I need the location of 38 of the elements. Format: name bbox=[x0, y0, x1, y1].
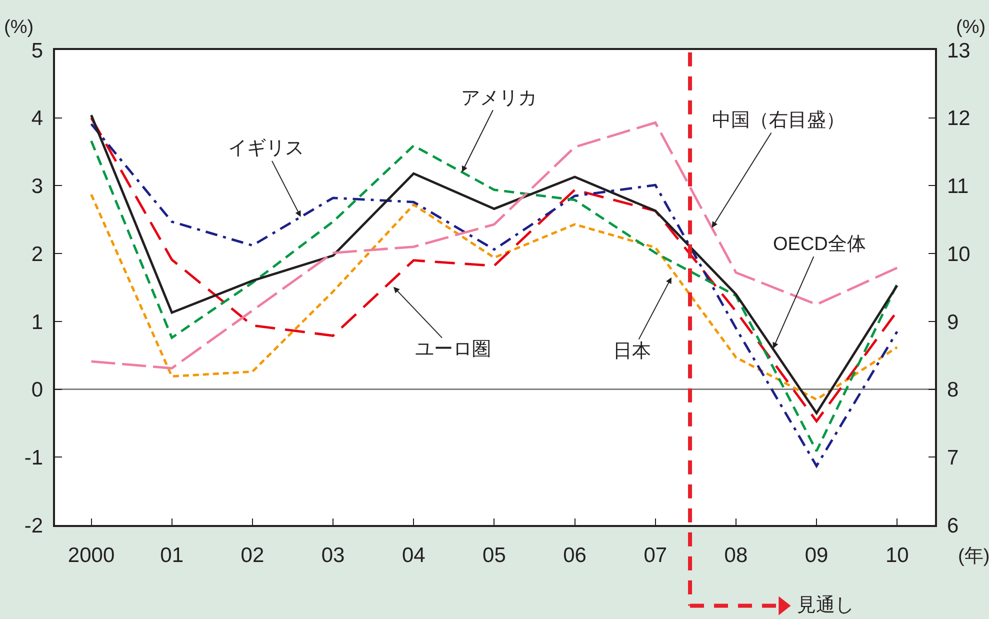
y2-tick-label: 11 bbox=[946, 175, 969, 198]
y-tick-label: 1 bbox=[31, 310, 44, 334]
y-axis-title: (%) bbox=[4, 17, 34, 38]
x-tick-label: 10 bbox=[885, 544, 909, 567]
line-series bbox=[90, 193, 898, 401]
x-tick-label: 09 bbox=[804, 544, 828, 567]
x-tick-label: 04 bbox=[402, 544, 426, 567]
annotation: アメリカ bbox=[461, 88, 537, 109]
y-tick-label: 3 bbox=[31, 175, 44, 198]
x-tick-label: 07 bbox=[644, 544, 668, 567]
x-tick-label: 03 bbox=[321, 544, 345, 567]
y-tick-label: -1 bbox=[24, 446, 44, 470]
y2-tick-label: 7 bbox=[946, 446, 959, 470]
ref-line-label: 見通し bbox=[797, 595, 854, 616]
y2-tick-label: 6 bbox=[946, 514, 959, 538]
y2-tick-label: 9 bbox=[946, 310, 959, 334]
y-tick-label: 4 bbox=[31, 107, 44, 130]
x-axis-title: (年) bbox=[958, 546, 989, 567]
x-tick-label: 08 bbox=[724, 544, 748, 567]
y2-tick-label: 12 bbox=[946, 107, 970, 130]
x-tick-label: 02 bbox=[240, 544, 264, 567]
y2-tick-label: 13 bbox=[946, 39, 970, 62]
y2-axis-title: (%) bbox=[956, 17, 986, 38]
x-tick-label: 01 bbox=[160, 544, 184, 567]
y2-tick-label: 10 bbox=[946, 242, 970, 266]
annotation: OECD全体 bbox=[773, 234, 866, 255]
y-tick-label: 2 bbox=[31, 242, 44, 266]
y2-tick-label: 8 bbox=[946, 378, 959, 402]
x-tick-label: 2000 bbox=[68, 544, 115, 567]
annotation: ユーロ圏 bbox=[415, 339, 491, 360]
x-tick-label: 06 bbox=[563, 544, 586, 567]
annotation: イギリス bbox=[228, 138, 304, 159]
annotation: 中国（右目盛） bbox=[712, 110, 845, 131]
x-tick-label: 05 bbox=[482, 544, 506, 567]
y-tick-label: 5 bbox=[31, 39, 44, 62]
y-tick-label: -2 bbox=[24, 514, 44, 538]
annotation: 日本 bbox=[613, 341, 651, 362]
y-tick-label: 0 bbox=[31, 378, 44, 402]
